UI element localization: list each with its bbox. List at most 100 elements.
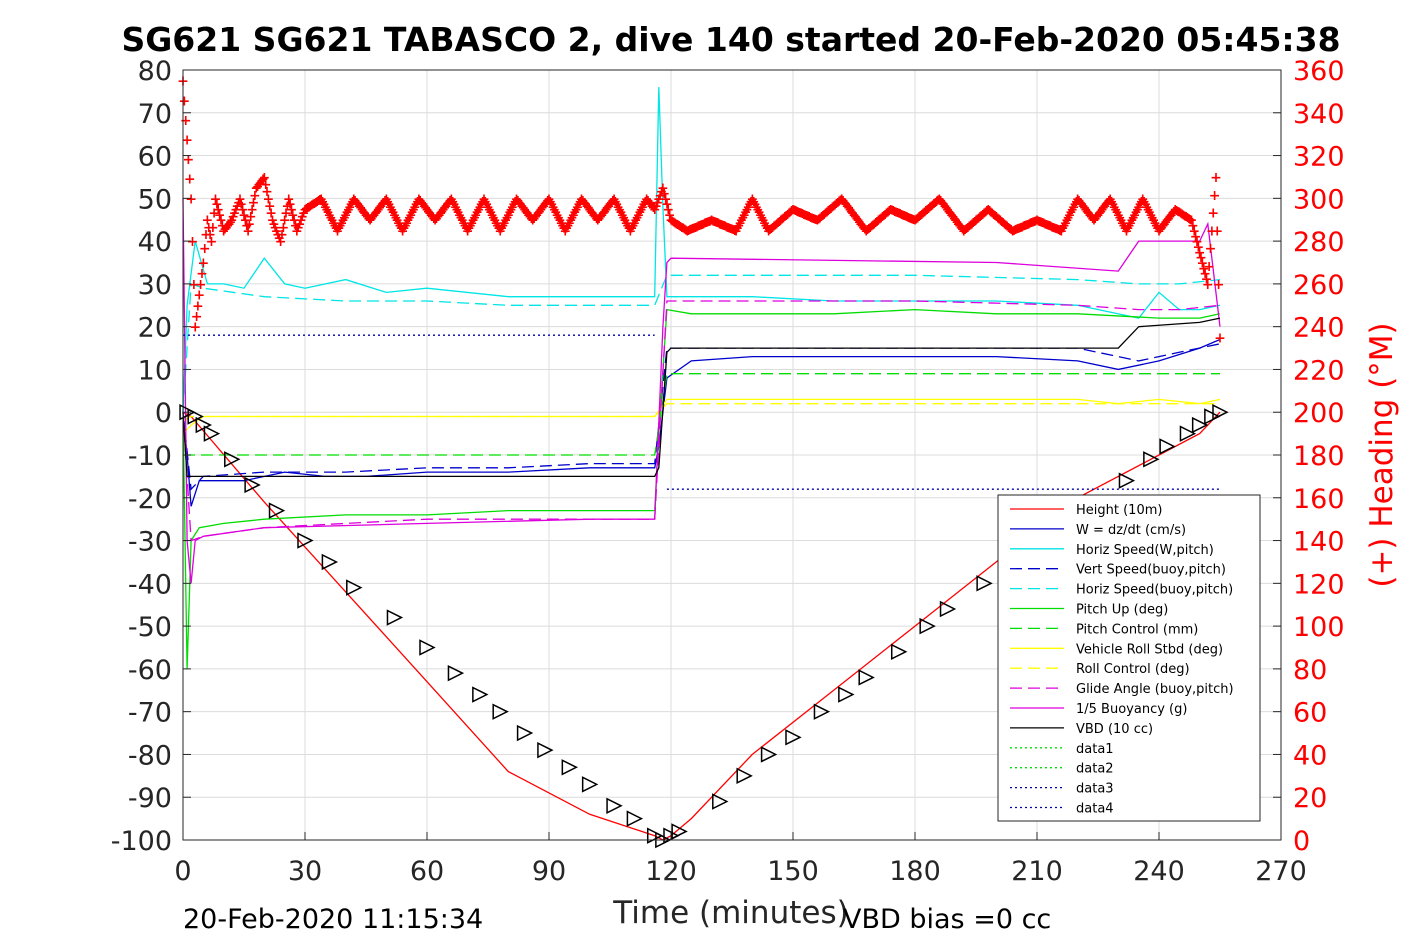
heading-point: +	[624, 223, 636, 239]
heading-point: +	[748, 194, 760, 210]
heading-point: +	[912, 210, 924, 226]
heading-point: +	[759, 215, 771, 231]
heading-point: +	[340, 207, 352, 223]
heading-point: +	[286, 202, 298, 218]
heading-point: +	[757, 213, 769, 229]
heading-point: +	[238, 207, 250, 223]
y2-tick-label: 140	[1293, 527, 1345, 558]
heading-point: +	[1009, 222, 1021, 238]
heading-point: +	[542, 193, 554, 209]
heading-point: +	[516, 198, 528, 214]
depth-marker	[179, 404, 196, 421]
heading-point: +	[976, 208, 988, 224]
heading-point: +	[631, 210, 643, 226]
heading-point: +	[337, 213, 349, 229]
heading-point: +	[398, 221, 410, 237]
heading-point: +	[351, 195, 363, 211]
heading-point: +	[524, 209, 536, 225]
heading-point: +	[818, 207, 830, 223]
heading-point: +	[639, 194, 651, 210]
heading-point: +	[1045, 219, 1057, 235]
heading-point: +	[1064, 207, 1076, 223]
heading-point: +	[958, 223, 970, 239]
heading-point: +	[538, 198, 550, 214]
heading-point: +	[1142, 202, 1154, 218]
heading-point: +	[993, 212, 1005, 228]
heading-point: +	[1000, 217, 1012, 233]
heading-point: +	[787, 202, 799, 218]
heading-point: +	[334, 218, 346, 234]
y-tick-label: -100	[111, 826, 172, 857]
heading-point: +	[193, 288, 205, 304]
heading-point: +	[862, 222, 874, 238]
heading-point: +	[874, 212, 886, 228]
heading-point: +	[490, 215, 502, 231]
heading-point: +	[1001, 219, 1013, 235]
heading-point: +	[570, 202, 582, 218]
y-tick-label: 30	[138, 270, 172, 301]
heading-point: +	[656, 184, 668, 200]
heading-point: +	[447, 194, 459, 210]
heading-point: +	[961, 221, 973, 237]
heading-point: +	[614, 202, 626, 218]
heading-point: +	[1081, 204, 1093, 220]
heading-point: +	[287, 207, 299, 223]
heading-point: +	[332, 223, 344, 239]
depth-marker	[203, 425, 221, 442]
y-tick-label: -80	[128, 740, 172, 771]
heading-point: +	[619, 213, 631, 229]
heading-point: +	[852, 213, 864, 229]
heading-point: +	[313, 193, 325, 209]
heading-point: +	[576, 191, 588, 207]
heading-point: +	[336, 215, 348, 231]
heading-point: +	[486, 207, 498, 223]
x-tick-label: 270	[1255, 856, 1307, 887]
heading-point: +	[955, 220, 967, 236]
depth-marker	[297, 532, 314, 549]
heading-point: +	[1075, 195, 1087, 211]
legend-label: Height (10m)	[1076, 503, 1162, 518]
heading-point: +	[1042, 217, 1054, 233]
heading-point: +	[318, 197, 330, 213]
heading-point: +	[315, 191, 327, 207]
heading-point: +	[672, 217, 684, 233]
heading-point: +	[1037, 215, 1049, 231]
heading-point: +	[580, 197, 592, 213]
y-tick-label: -60	[128, 655, 172, 686]
heading-point: +	[778, 210, 790, 226]
depth-marker	[646, 827, 664, 844]
heading-point: +	[1091, 209, 1103, 225]
heading-point: +	[242, 223, 254, 239]
depth-marker	[321, 553, 339, 571]
heading-point: +	[254, 175, 266, 191]
heading-point: +	[791, 204, 803, 220]
heading-point: +	[408, 202, 420, 218]
heading-point: +	[864, 220, 876, 236]
heading-point: +	[596, 207, 608, 223]
heading-point: +	[896, 207, 908, 223]
heading-point: +	[288, 213, 300, 229]
heading-point: +	[967, 215, 979, 231]
heading-point: +	[414, 193, 426, 209]
heading-point: +	[844, 202, 856, 218]
heading-point: +	[897, 207, 909, 223]
heading-point: +	[446, 191, 458, 207]
heading-point: +	[1060, 215, 1072, 231]
heading-point: +	[942, 202, 954, 218]
heading-point: +	[549, 202, 561, 218]
heading-point: +	[322, 205, 334, 221]
heading-point: +	[1203, 259, 1215, 275]
heading-point: +	[741, 202, 753, 218]
heading-point: +	[797, 206, 809, 222]
heading-point: +	[622, 218, 634, 234]
heading-point: +	[528, 211, 540, 227]
heading-point: +	[1043, 218, 1055, 234]
heading-point: +	[992, 210, 1004, 226]
depth-marker	[561, 759, 579, 776]
x-axis: 0 30 60 90 120 150 180 210 240 270	[174, 832, 1307, 887]
heading-point: +	[239, 213, 251, 229]
heading-point: +	[854, 215, 866, 231]
heading-point: +	[210, 191, 222, 207]
heading-point: +	[1068, 199, 1080, 215]
heading-point: +	[492, 218, 504, 234]
